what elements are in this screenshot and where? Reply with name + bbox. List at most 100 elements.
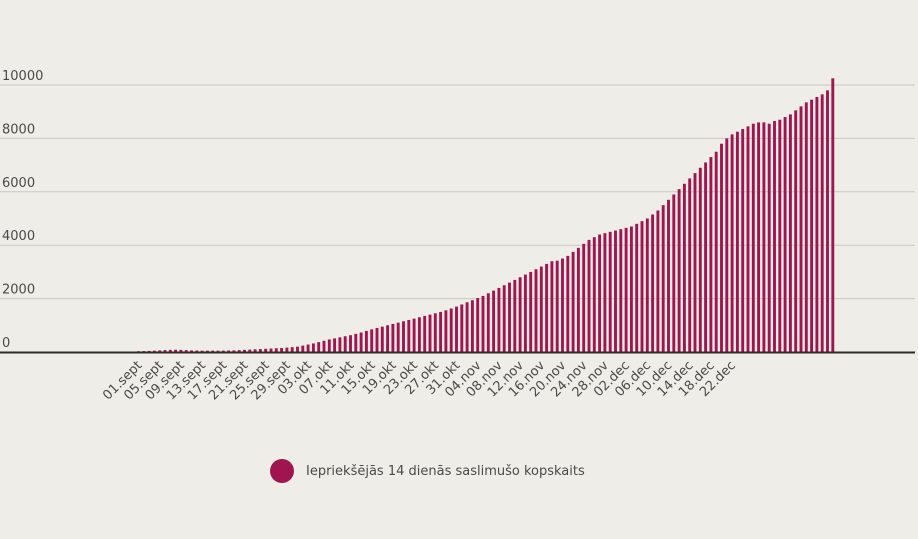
- bar: [635, 223, 639, 352]
- bar: [465, 302, 469, 352]
- bar: [598, 234, 602, 352]
- bar: [492, 290, 496, 352]
- bar: [417, 317, 421, 352]
- bar: [561, 258, 564, 352]
- bar: [227, 350, 231, 352]
- bar: [412, 318, 416, 352]
- bar: [714, 151, 718, 352]
- bar: [274, 348, 278, 352]
- bar: [529, 271, 533, 352]
- bar: [508, 282, 511, 352]
- bar: [688, 178, 692, 352]
- bar: [333, 338, 337, 352]
- bar: [804, 102, 808, 352]
- bar: [555, 260, 559, 352]
- bar: [364, 330, 368, 352]
- bar: [237, 350, 241, 352]
- bar: [672, 194, 676, 352]
- bar: [481, 295, 485, 352]
- bar: [677, 189, 681, 352]
- bar: [815, 97, 819, 352]
- bar: [810, 99, 814, 352]
- bar: [587, 239, 591, 352]
- bar: [667, 199, 670, 352]
- bar: [205, 350, 209, 352]
- bar: [651, 214, 655, 352]
- bar: [497, 287, 501, 352]
- legend-label: Iepriekšējās 14 dienās saslimušo kopskai…: [306, 463, 585, 479]
- bar: [720, 143, 723, 352]
- bar: [396, 322, 400, 352]
- bar: [566, 255, 570, 352]
- bar: [619, 229, 623, 352]
- bar: [826, 90, 829, 352]
- bar: [433, 313, 437, 352]
- bar: [168, 349, 172, 352]
- bar: [184, 350, 188, 352]
- bar: [592, 237, 596, 352]
- bar: [576, 247, 580, 352]
- bar: [693, 173, 697, 352]
- bar: [704, 162, 708, 352]
- bar: [375, 327, 379, 352]
- bar: [163, 350, 167, 352]
- bar: [767, 123, 771, 352]
- bar: [820, 94, 824, 352]
- bar: [264, 348, 268, 352]
- bar: [211, 350, 215, 352]
- bar: [195, 350, 199, 352]
- bar: [476, 298, 480, 352]
- bar: [794, 110, 798, 353]
- y-tick-label: 10000: [2, 69, 43, 84]
- bar: [301, 345, 305, 352]
- bar: [306, 344, 310, 352]
- bar: [523, 274, 527, 352]
- bar: [449, 308, 453, 352]
- bar: [200, 350, 204, 352]
- bar: [248, 349, 252, 352]
- bar: [661, 205, 665, 352]
- bar: [698, 167, 702, 352]
- bar: [253, 349, 257, 352]
- bar: [645, 218, 649, 352]
- bar: [725, 138, 729, 352]
- bar: [539, 266, 543, 352]
- bar: [571, 251, 575, 352]
- y-tick-label: 6000: [2, 176, 35, 191]
- bar: [311, 343, 315, 352]
- bar: [343, 336, 347, 352]
- bar: [280, 347, 284, 352]
- y-tick-label: 8000: [2, 122, 35, 137]
- bar: [407, 319, 411, 352]
- bar: [486, 293, 490, 352]
- y-tick-label: 0: [2, 336, 10, 351]
- bar: [428, 314, 432, 352]
- y-tick-label: 4000: [2, 229, 35, 244]
- bar: [322, 340, 326, 352]
- bar: [232, 350, 236, 352]
- bar: [831, 78, 835, 352]
- bar: [285, 347, 289, 352]
- bar: [614, 230, 617, 352]
- bar: [778, 119, 782, 353]
- bar: [741, 129, 745, 352]
- y-tick-label: 2000: [2, 283, 35, 298]
- legend: Iepriekšējās 14 dienās saslimušo kopskai…: [270, 459, 585, 483]
- bar: [221, 350, 225, 352]
- bar: [746, 126, 750, 352]
- bar: [423, 315, 427, 352]
- bar: [550, 261, 554, 352]
- bar: [470, 300, 474, 352]
- bar: [460, 304, 464, 352]
- bar: [216, 350, 220, 352]
- bar: [439, 311, 443, 352]
- bar: [158, 350, 162, 352]
- bar: [762, 122, 766, 352]
- bar: [152, 350, 156, 352]
- bar: [147, 350, 151, 352]
- bar: [502, 285, 506, 352]
- bar: [757, 122, 761, 352]
- bar: [751, 123, 755, 352]
